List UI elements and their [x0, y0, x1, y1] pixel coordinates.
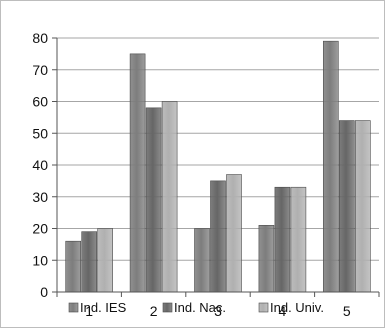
legend-label: Ind. Nac. — [174, 300, 226, 315]
x-tick-label: 2 — [150, 303, 158, 319]
bar — [97, 228, 113, 293]
y-tick-label: 30 — [32, 189, 48, 205]
bar — [210, 180, 226, 293]
bars — [65, 40, 371, 293]
x-tick-label: 5 — [343, 303, 351, 319]
bar — [258, 225, 275, 293]
bar — [322, 40, 339, 293]
y-tick-label: 20 — [32, 221, 48, 237]
y-tick-label: 0 — [40, 284, 48, 300]
bar — [129, 53, 146, 293]
bar — [274, 186, 291, 293]
bar — [290, 186, 307, 293]
bar — [145, 107, 162, 293]
y-tick-label: 60 — [32, 94, 48, 110]
bar — [161, 101, 178, 293]
bar — [338, 120, 355, 293]
y-tick-label: 10 — [32, 252, 48, 268]
x-tick-label: 3 — [214, 303, 222, 319]
legend-swatch — [258, 302, 269, 313]
x-tick-labels: 1 2 3 4 5 — [85, 303, 351, 319]
legend-swatch — [162, 302, 173, 313]
y-tick-label: 40 — [32, 157, 48, 173]
bar — [81, 231, 97, 293]
y-tick-label: 80 — [32, 30, 48, 46]
y-tick-labels: 0 10 20 30 40 50 60 70 80 — [32, 30, 48, 300]
legend: Ind. IES Ind. Nac. Ind. Univ. — [68, 300, 324, 315]
y-tick-label: 70 — [32, 62, 48, 78]
bar — [226, 174, 242, 293]
legend-label: Ind. Univ. — [270, 300, 324, 315]
x-tick-label: 4 — [279, 303, 287, 319]
axes — [52, 37, 380, 297]
y-tick-label: 50 — [32, 125, 48, 141]
legend-swatch — [68, 302, 79, 313]
bar — [194, 228, 210, 293]
bar — [354, 120, 371, 293]
bar — [65, 240, 81, 293]
legend-label: Ind. IES — [80, 300, 127, 315]
x-tick-label: 1 — [85, 303, 93, 319]
